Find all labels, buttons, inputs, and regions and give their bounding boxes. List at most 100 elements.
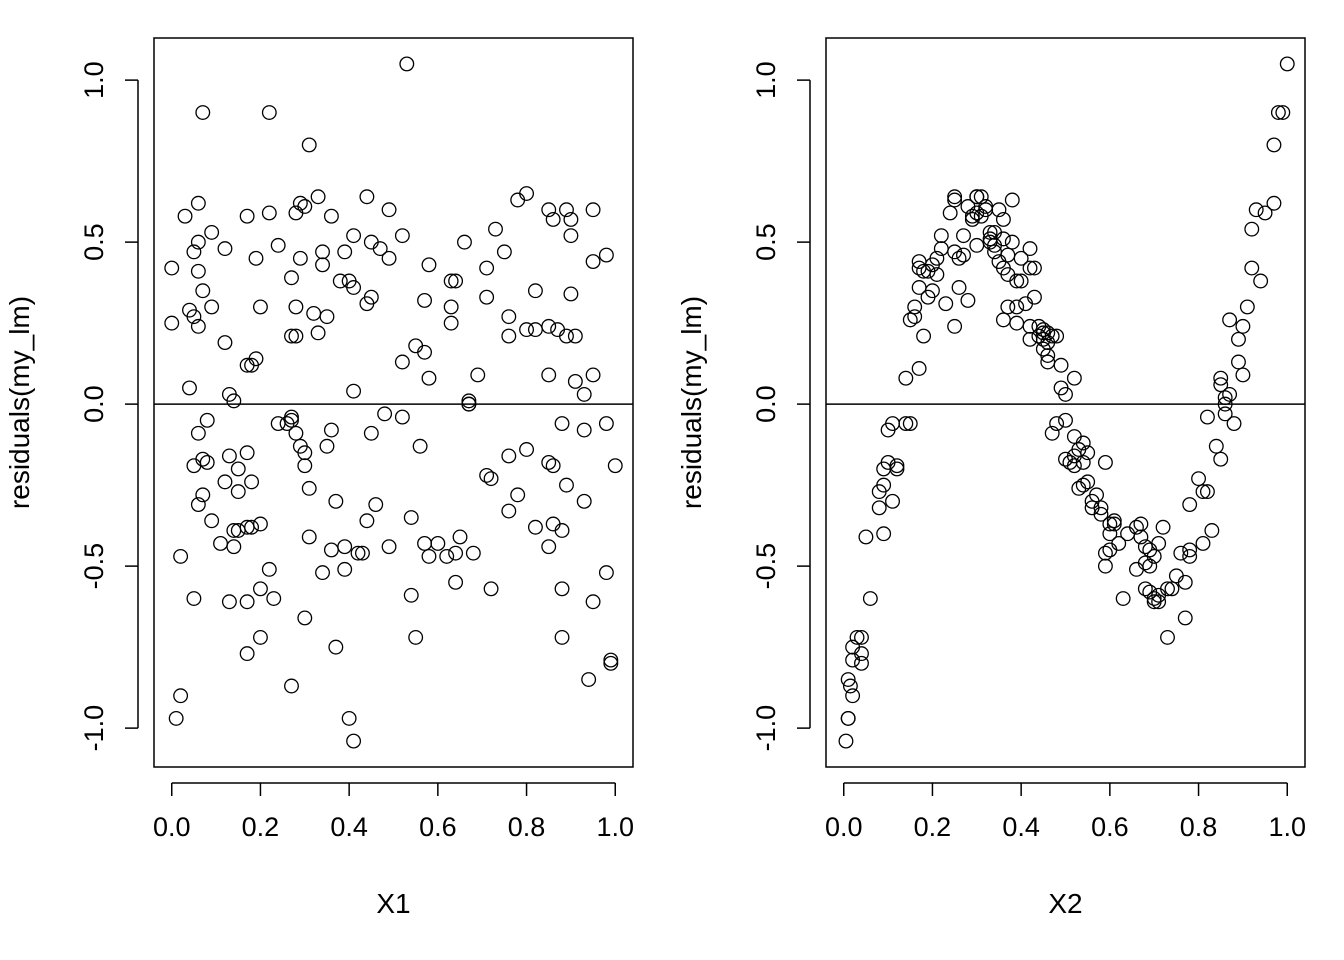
data-point	[306, 305, 322, 321]
data-point	[1058, 386, 1073, 402]
data-point	[876, 526, 892, 542]
data-point	[527, 519, 543, 535]
data-point	[964, 208, 980, 224]
data-point	[1071, 480, 1087, 496]
data-point	[1009, 315, 1025, 331]
data-point	[1000, 247, 1016, 263]
data-point	[186, 591, 202, 606]
data-point	[252, 299, 268, 315]
y-tick-label: 0.5	[79, 223, 109, 261]
data-point	[559, 477, 574, 493]
data-point	[301, 137, 317, 153]
data-point	[842, 678, 858, 694]
data-point	[199, 454, 215, 470]
data-point	[1164, 581, 1180, 597]
data-point	[1155, 519, 1171, 535]
data-point	[1199, 484, 1215, 500]
data-point	[1133, 529, 1149, 545]
data-point	[417, 344, 432, 360]
data-point	[186, 244, 202, 260]
data-point	[1195, 535, 1211, 551]
data-point	[190, 318, 206, 334]
data-point	[1009, 273, 1025, 289]
data-point	[230, 461, 246, 477]
data-point	[1129, 519, 1144, 535]
data-point	[297, 458, 313, 474]
data-point	[381, 202, 397, 218]
data-point	[1182, 497, 1198, 513]
data-point	[1248, 202, 1264, 218]
data-point	[1027, 260, 1042, 276]
data-point	[898, 416, 914, 432]
data-point	[1040, 325, 1056, 341]
data-point	[439, 548, 455, 564]
data-point	[1217, 390, 1233, 406]
data-point	[598, 565, 614, 581]
data-point	[1058, 412, 1073, 428]
data-point	[457, 234, 472, 250]
x-tick-label: 1.0	[596, 812, 634, 842]
data-point	[226, 539, 242, 555]
data-point	[956, 228, 971, 244]
data-point	[907, 299, 923, 315]
data-point	[186, 458, 202, 474]
data-point	[1231, 354, 1246, 370]
data-point	[554, 416, 570, 432]
data-point	[1177, 610, 1193, 626]
data-point	[1093, 506, 1109, 522]
data-point	[479, 467, 495, 483]
data-point	[239, 445, 255, 461]
data-point	[221, 448, 237, 464]
data-point	[315, 257, 330, 273]
data-point	[417, 535, 432, 551]
data-point	[541, 454, 557, 470]
data-point	[190, 234, 206, 250]
data-point	[938, 296, 954, 312]
data-point	[346, 280, 362, 295]
y-tick-label: -0.5	[751, 543, 781, 590]
data-point	[381, 539, 397, 555]
data-point	[854, 646, 869, 662]
data-point	[284, 409, 299, 425]
data-point	[576, 386, 592, 402]
data-point	[603, 652, 619, 668]
data-point	[1253, 273, 1269, 289]
data-point	[902, 416, 918, 432]
data-point	[252, 581, 268, 597]
data-point	[942, 205, 958, 221]
data-point	[550, 322, 566, 338]
data-point	[230, 484, 246, 500]
data-point	[916, 328, 932, 344]
data-point	[421, 548, 437, 564]
data-point	[1244, 221, 1260, 237]
data-point	[421, 257, 437, 273]
data-point	[195, 487, 211, 503]
data-point	[1182, 548, 1198, 564]
data-point	[541, 539, 557, 555]
data-point	[995, 211, 1011, 227]
x-tick-label: 0.2	[914, 812, 952, 842]
data-point	[1115, 591, 1131, 606]
data-point	[960, 292, 976, 308]
data-point	[1049, 328, 1065, 344]
data-point	[1000, 299, 1016, 315]
data-point	[1266, 195, 1282, 211]
data-point	[1191, 471, 1207, 487]
data-point	[1160, 581, 1175, 597]
data-point	[840, 710, 856, 726]
data-point	[284, 678, 299, 694]
data-point	[204, 513, 220, 529]
data-point	[1058, 451, 1073, 467]
data-point	[1213, 377, 1229, 393]
x-tick-label: 0.0	[153, 812, 191, 842]
data-point	[284, 328, 299, 344]
x-axis-label: X2	[1048, 888, 1082, 919]
data-point	[239, 646, 255, 662]
x-tick-label: 0.8	[508, 812, 546, 842]
data-point	[448, 545, 464, 561]
data-point	[1133, 516, 1149, 532]
data-point	[323, 208, 339, 224]
data-point	[1022, 260, 1038, 276]
data-point	[1142, 558, 1158, 574]
data-point	[1009, 299, 1025, 315]
